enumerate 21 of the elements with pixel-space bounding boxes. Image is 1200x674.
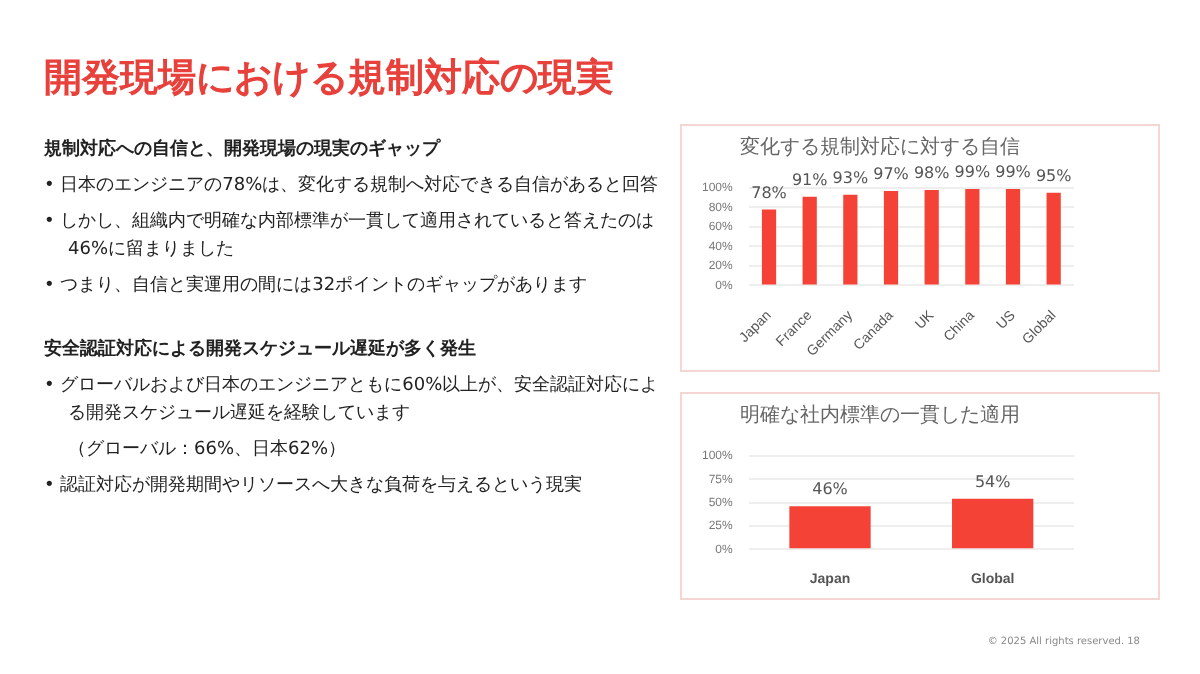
- chart-title: 変化する規制対応に対する自信: [740, 135, 1020, 160]
- text: 規制対応への自信と、開発現場の現実のギャップ: [44, 136, 443, 164]
- data-label: 54%: [974, 473, 1012, 492]
- text: • つまり、自信と実運用の間には32ポイントのギャップがあります: [44, 272, 590, 300]
- text: • しかし、組織内で明確な内部標準が一貫して適用されていると答えたのは46%に留まりました: [44, 209, 657, 264]
- data-label: 99%: [995, 163, 1032, 182]
- data-label: 78%: [751, 183, 788, 202]
- text: • 認証対応が開発期間やリソースへ大きな負荷を与えるという現実: [44, 473, 585, 500]
- text: 安全認証対応による開発スケジュール遅延が多く発生: [44, 336, 478, 364]
- data-label: 95%: [1035, 167, 1073, 186]
- text: • 日本のエンジニアの78%は、変化する規制へ対応できる自信があると回答: [44, 173, 661, 200]
- data-label: 97%: [873, 165, 910, 184]
- data-label: 98%: [913, 164, 951, 183]
- data-label: 93%: [832, 168, 869, 187]
- text: 開発現場における規制対応の現実: [44, 54, 614, 104]
- text: • グローバルおよび日本のエンジニアともに60%以上が、安全認証対応による開発スケジュール遅延を経験しています: [44, 373, 661, 428]
- text: （グローバル：66%、日本62%）: [66, 437, 349, 464]
- data-label: 91%: [791, 170, 829, 189]
- chart-title: 明確な社内標準の一貫した適用: [740, 403, 1020, 428]
- data-label: 99%: [954, 163, 991, 182]
- data-label: 46%: [812, 480, 849, 499]
